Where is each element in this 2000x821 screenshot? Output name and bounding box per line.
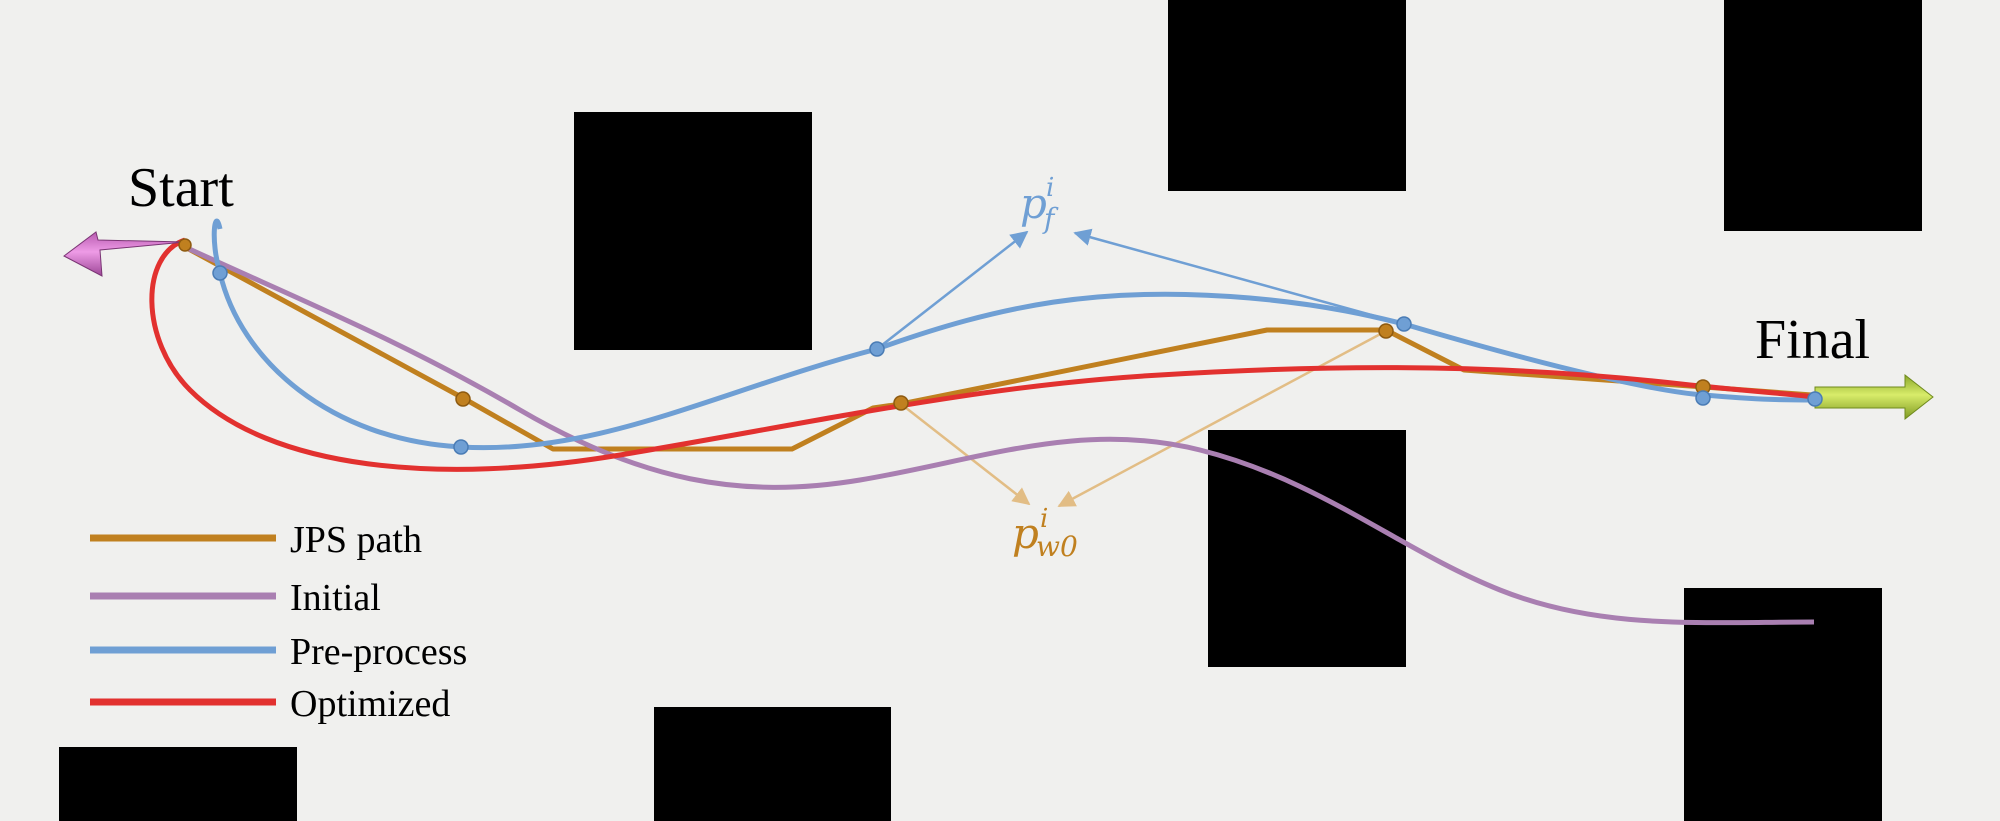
start-arrow xyxy=(63,231,186,277)
obstacle-block xyxy=(1684,588,1882,821)
pw0-label-sub: w0 xyxy=(1036,530,1078,563)
final-label: Final xyxy=(1755,309,1870,371)
pf-label-sup: i xyxy=(1046,173,1054,203)
obstacle-block xyxy=(1724,0,1922,231)
obstacles xyxy=(59,0,1922,821)
preprocess-waypoint-marker xyxy=(212,265,228,281)
legend-item-initial: Initial xyxy=(90,577,381,619)
pf-annotation-arrows xyxy=(876,228,1405,350)
legend: JPS path Initial Pre-process Optimized xyxy=(90,519,467,725)
obstacle-block xyxy=(574,112,812,350)
legend-item-optimized: Optimized xyxy=(90,683,450,725)
legend-label-jps: JPS path xyxy=(290,519,422,561)
legend-label-optimized: Optimized xyxy=(290,683,450,725)
legend-label-preprocess: Pre-process xyxy=(290,631,467,673)
obstacle-block xyxy=(654,707,891,821)
obstacle-block xyxy=(1168,0,1406,191)
legend-item-preprocess: Pre-process xyxy=(90,631,467,673)
pf-arrow xyxy=(1073,228,1405,326)
preprocess-waypoint-marker xyxy=(453,439,469,455)
pw0-arrow xyxy=(1057,329,1387,508)
final-arrow xyxy=(1814,373,1934,421)
preprocess-waypoint-marker xyxy=(1695,390,1711,406)
legend-item-jps: JPS path xyxy=(90,519,422,561)
preprocess-waypoints xyxy=(212,265,1823,455)
obstacle-block xyxy=(1208,430,1406,667)
pf-label-sub: f xyxy=(1042,202,1059,235)
jps-waypoint-marker xyxy=(1378,323,1394,339)
pf-label-base: p xyxy=(1020,179,1047,228)
jps-waypoint-marker xyxy=(893,395,909,411)
start-label: Start xyxy=(128,157,234,219)
pw0-label-base: p xyxy=(1012,509,1039,558)
jps-path-line xyxy=(183,244,1813,452)
optimized-trajectory-line xyxy=(149,237,1816,472)
pw0-label: p i w0 xyxy=(1012,504,1078,563)
pf-arrow xyxy=(876,230,1029,350)
pw0-label-sup: i xyxy=(1040,504,1048,534)
pw0-arrow xyxy=(900,403,1031,506)
preprocess-trajectory-line xyxy=(211,218,1816,451)
pf-label: p i f xyxy=(1020,173,1059,235)
legend-label-initial: Initial xyxy=(290,577,381,619)
preprocess-waypoint-marker xyxy=(1807,391,1823,407)
jps-waypoint-marker xyxy=(455,391,471,407)
obstacle-block xyxy=(59,747,297,821)
jps-waypoint-marker xyxy=(178,238,192,252)
initial-trajectory-line xyxy=(183,244,1815,626)
preprocess-waypoint-marker xyxy=(869,341,885,357)
preprocess-waypoint-marker xyxy=(1396,316,1412,332)
pw0-annotation-arrows xyxy=(900,329,1387,508)
